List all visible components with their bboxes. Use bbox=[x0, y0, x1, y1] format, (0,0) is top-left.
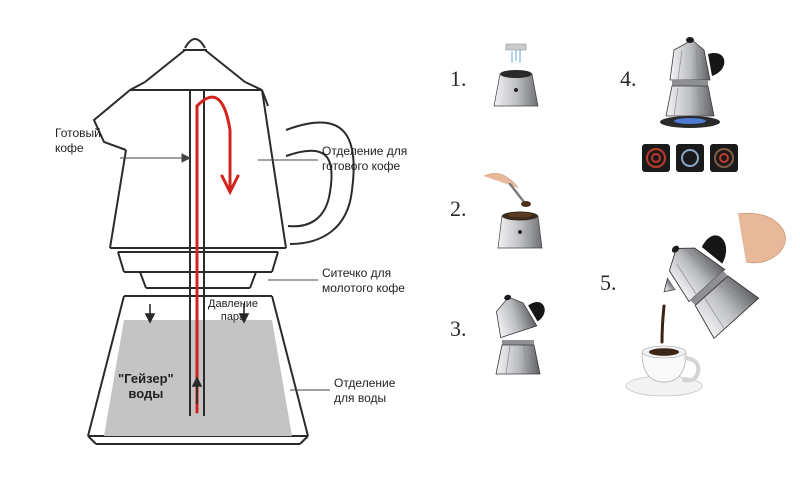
step-1-icon bbox=[476, 40, 556, 120]
label-coffee-chamber: Отделение для готового кофе bbox=[322, 144, 407, 174]
moka-cross-section-diagram: Готовый кофе Отделение для готового кофе… bbox=[0, 20, 430, 480]
step-2-number: 2. bbox=[450, 196, 467, 222]
stove-type-icons bbox=[642, 144, 738, 172]
instruction-steps: 1. bbox=[450, 40, 790, 460]
step-5-number: 5. bbox=[600, 270, 617, 296]
stove-gas-icon bbox=[676, 144, 704, 172]
step-4-number: 4. bbox=[620, 66, 637, 92]
step-2-icon bbox=[476, 170, 566, 260]
step-3-icon bbox=[476, 290, 566, 386]
step-4-icon bbox=[648, 36, 738, 132]
stove-electric-icon bbox=[642, 144, 670, 172]
step-3-number: 3. bbox=[450, 316, 467, 342]
diagram-svg bbox=[0, 20, 430, 480]
stove-ceramic-icon bbox=[710, 144, 738, 172]
label-steam-pressure: Давление пара bbox=[208, 298, 258, 323]
step-5-icon bbox=[620, 210, 790, 410]
label-geyser-water: "Гейзер" воды bbox=[118, 372, 174, 402]
label-water-chamber: Отделение для воды bbox=[334, 376, 395, 406]
label-filter: Ситечко для молотого кофе bbox=[322, 266, 405, 296]
label-ready-coffee: Готовый кофе bbox=[55, 126, 101, 156]
step-1-number: 1. bbox=[450, 66, 467, 92]
